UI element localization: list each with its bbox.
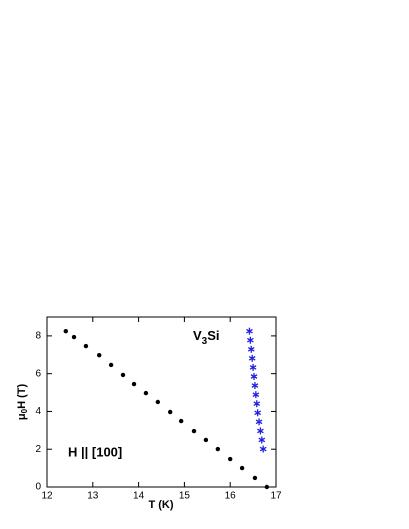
y-label-main: μ — [16, 413, 28, 420]
point — [178, 418, 184, 424]
plot-frame — [46, 316, 277, 488]
point — [131, 381, 137, 387]
x-tick-label: 16 — [225, 491, 237, 502]
point — [143, 390, 149, 396]
point — [215, 446, 221, 452]
star-stroke — [247, 346, 255, 352]
star-stroke — [258, 437, 266, 443]
point — [97, 352, 102, 358]
annotation-main: V — [193, 328, 202, 343]
star-point — [248, 354, 256, 362]
star-stroke — [257, 428, 264, 434]
point — [228, 456, 233, 462]
annotation-sub: 3 — [202, 336, 208, 347]
star-point — [247, 345, 255, 353]
x-axis-label: T (K) — [148, 499, 173, 511]
point — [191, 428, 197, 434]
star-point — [253, 400, 261, 408]
point — [83, 343, 89, 349]
star-stroke — [254, 410, 262, 416]
y-tick-label: 4 — [35, 406, 41, 417]
star-point — [252, 391, 260, 399]
annotation: V3Si — [193, 328, 220, 346]
point — [203, 437, 209, 443]
star-stroke — [251, 383, 259, 388]
star-point — [258, 436, 266, 444]
y-tick-label: 8 — [35, 331, 41, 342]
x-tick-label: 17 — [270, 491, 282, 502]
point — [168, 409, 173, 415]
star-stroke — [255, 419, 263, 425]
star-point — [254, 409, 262, 417]
star-point — [249, 363, 257, 371]
star-point — [246, 336, 254, 344]
x-tick-label: 14 — [133, 491, 145, 502]
x-tick-label: 15 — [179, 491, 191, 502]
star-point — [251, 382, 259, 390]
point — [120, 372, 126, 378]
point — [108, 362, 114, 368]
point — [71, 334, 77, 340]
star-stroke — [259, 446, 267, 452]
y-tick-label: 6 — [35, 368, 41, 379]
star-stroke — [249, 365, 257, 370]
annotation: H || [100] — [68, 444, 122, 459]
annotation-rest: Si — [207, 328, 219, 343]
star-stroke — [246, 328, 253, 334]
x-tick-label: 13 — [87, 491, 99, 502]
star-point — [255, 418, 263, 426]
star-stroke — [248, 356, 256, 361]
star-point — [257, 427, 264, 435]
y-tick-label: 2 — [35, 444, 41, 455]
star-stroke — [246, 337, 254, 343]
point — [264, 484, 270, 490]
y-label-sub: 0 — [20, 408, 29, 413]
y-axis-label: μ0H (T) — [16, 384, 29, 421]
point — [63, 328, 68, 334]
x-tick-label: 12 — [41, 491, 53, 502]
star-point — [250, 373, 258, 380]
star-stroke — [252, 392, 260, 397]
star-point — [259, 445, 267, 453]
y-tick-label: 0 — [35, 482, 41, 493]
star-point — [246, 327, 253, 335]
star-stroke — [253, 401, 261, 407]
point — [155, 399, 161, 405]
point — [239, 465, 245, 471]
point — [252, 475, 258, 481]
y-label-rest: H (T) — [16, 384, 28, 409]
star-stroke — [250, 374, 258, 379]
